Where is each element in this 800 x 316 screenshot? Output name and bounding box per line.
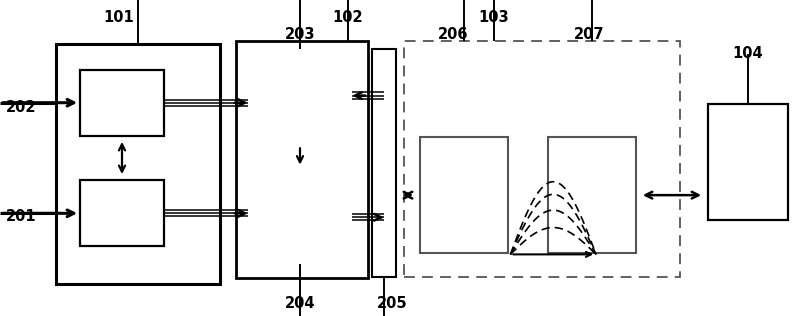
Text: 202: 202 [6,100,37,115]
Text: 203: 203 [285,27,315,42]
Text: 104: 104 [733,46,763,61]
Bar [420,137,508,253]
Text: 206: 206 [438,27,469,42]
Text: 102: 102 [333,10,363,25]
Bar [248,171,352,264]
Bar [372,49,396,276]
Bar [548,137,636,253]
Bar [236,41,368,278]
Bar [708,104,788,220]
Bar [80,180,164,246]
Text: 101: 101 [103,10,134,25]
Bar [404,41,680,276]
Text: 103: 103 [478,10,509,25]
Bar [80,70,164,136]
Bar [248,49,352,142]
Text: 201: 201 [6,209,37,224]
Text: 205: 205 [377,296,407,311]
Bar [56,44,220,284]
Text: 204: 204 [285,296,315,311]
Text: 207: 207 [574,27,605,42]
